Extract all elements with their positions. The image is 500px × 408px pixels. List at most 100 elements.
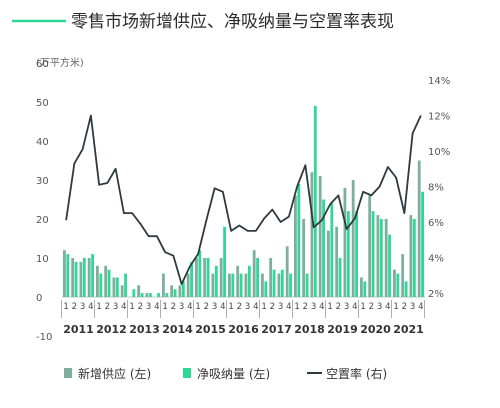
absorption-bar	[322, 199, 325, 297]
supply-bar	[393, 269, 396, 297]
chart-title-group: 零售市场新增供应、净吸纳量与空置率表现	[12, 12, 394, 32]
right-axis: 2% 4% 6% 8% 10% 12% 14%	[428, 76, 450, 300]
quarter-label: 4	[319, 302, 324, 312]
legend-label-supply: 新增供应 (左)	[78, 366, 151, 381]
absorption-bar	[247, 265, 251, 297]
quarter-label: 4	[88, 302, 93, 312]
supply-bar	[318, 176, 322, 297]
absorption-bar	[165, 293, 169, 297]
right-tick-label: 14%	[428, 76, 450, 87]
supply-bar	[120, 285, 124, 297]
quarter-label: 4	[187, 302, 192, 312]
quarter-label: 3	[212, 302, 217, 312]
absorption-bar	[264, 281, 268, 297]
left-tick-label: 60	[36, 59, 49, 70]
supply-bar	[277, 273, 281, 297]
quarter-label: 3	[113, 302, 118, 312]
quarter-label: 3	[245, 302, 250, 312]
quarter-label: 1	[393, 302, 398, 312]
absorption-bar	[289, 273, 292, 297]
supply-bar	[104, 265, 108, 297]
absorption-bar	[330, 203, 334, 297]
supply-bar	[269, 258, 273, 297]
supply-bar	[96, 265, 99, 297]
quarter-label: 1	[228, 302, 233, 312]
absorption-bar	[223, 226, 226, 297]
supply-bar	[219, 258, 223, 297]
absorption-bar	[140, 293, 144, 297]
quarter-label: 2	[369, 302, 374, 312]
left-tick-label: 40	[36, 137, 49, 148]
quarter-label: 3	[344, 302, 349, 312]
absorption-bar	[388, 234, 391, 297]
absorption-bar	[198, 250, 202, 297]
year-label: 2016	[228, 323, 259, 336]
left-axis: -10 0 10 20 30 40 50 60	[36, 59, 52, 343]
left-tick-label: 20	[36, 215, 49, 226]
supply-bar	[310, 172, 314, 297]
year-label: 2015	[195, 323, 226, 336]
absorption-bar	[297, 183, 301, 297]
legend-label-absorption: 净吸纳量 (左)	[197, 366, 270, 381]
quarter-label: 4	[352, 302, 357, 312]
legend-label-vacancy: 空置率 (右)	[326, 366, 387, 381]
absorption-bar	[181, 281, 185, 297]
quarter-label: 3	[278, 302, 283, 312]
supply-bar	[335, 226, 339, 297]
supply-bar	[417, 160, 421, 297]
absorption-bar	[82, 258, 86, 297]
absorption-bar	[280, 269, 284, 297]
vacancy-rate-line	[65, 114, 422, 286]
quarter-label: 1	[63, 302, 68, 312]
supply-bar	[343, 187, 347, 297]
absorption-bar	[66, 254, 70, 297]
right-tick-label: 4%	[428, 254, 444, 265]
left-tick-label: 10	[36, 254, 49, 265]
absorption-bar	[272, 269, 276, 297]
quarter-label: 2	[171, 302, 176, 312]
supply-bar	[87, 258, 91, 297]
year-label: 2013	[129, 323, 160, 336]
absorption-bar	[74, 261, 78, 297]
quarter-label: 2	[270, 302, 275, 312]
supply-bar	[244, 273, 248, 297]
absorption-bar	[355, 211, 358, 297]
quarter-label: 1	[162, 302, 167, 312]
absorption-bar	[124, 273, 127, 297]
quarter-label: 4	[154, 302, 159, 312]
supply-bar	[112, 277, 116, 297]
absorption-bar	[346, 211, 350, 297]
quarter-label: 2	[138, 302, 143, 312]
supply-bar	[360, 277, 363, 297]
supply-bar	[401, 254, 405, 297]
year-label: 2012	[96, 323, 127, 336]
quarter-label: 1	[327, 302, 332, 312]
absorption-bar	[338, 258, 342, 297]
absorption-bar	[190, 261, 193, 297]
quarter-label: 4	[253, 302, 258, 312]
quarter-label: 1	[96, 302, 101, 312]
absorption-bar	[173, 289, 177, 297]
year-label: 2021	[393, 323, 424, 336]
left-axis-unit: (万平方米)	[36, 56, 84, 69]
year-label: 2019	[327, 323, 358, 336]
quarter-label: 2	[402, 302, 407, 312]
absorption-bar	[379, 219, 383, 297]
quarter-label: 3	[377, 302, 382, 312]
absorption-bar	[99, 273, 103, 297]
supply-bar	[170, 285, 174, 297]
quarter-label: 3	[311, 302, 316, 312]
quarter-label: 1	[360, 302, 365, 312]
supply-bar	[302, 219, 306, 297]
supply-bar	[195, 258, 198, 297]
absorption-bar	[115, 277, 119, 297]
supply-bar	[236, 265, 240, 297]
left-tick-label: 50	[36, 98, 49, 109]
left-tick-label: -10	[36, 332, 52, 343]
supply-bar	[261, 273, 264, 297]
quarter-label: 4	[286, 302, 291, 312]
year-label: 2017	[261, 323, 292, 336]
supply-bar	[252, 250, 256, 297]
